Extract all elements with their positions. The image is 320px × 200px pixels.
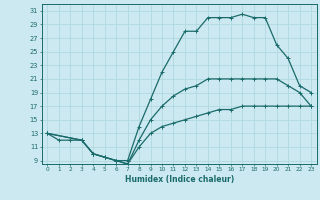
X-axis label: Humidex (Indice chaleur): Humidex (Indice chaleur) [124, 175, 234, 184]
